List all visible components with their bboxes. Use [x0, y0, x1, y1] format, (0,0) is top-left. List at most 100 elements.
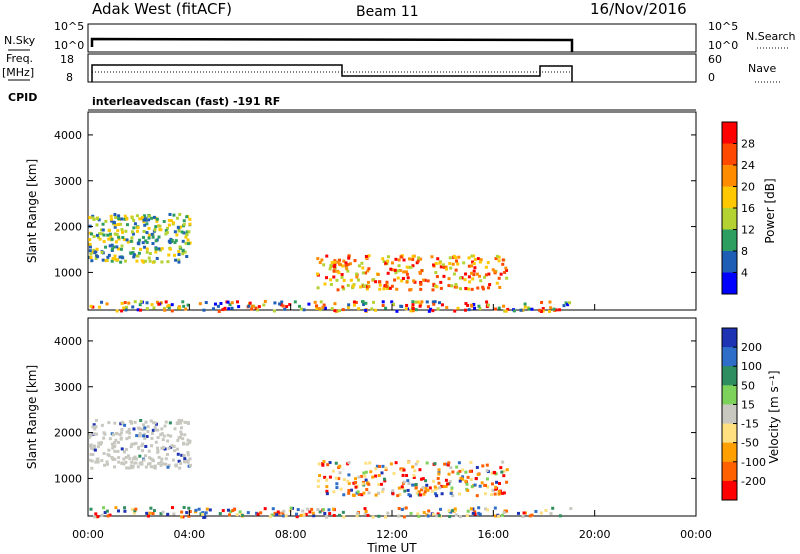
range-gate-cell: [478, 260, 482, 264]
range-gate-cell: [304, 512, 308, 516]
range-gate-cell: [530, 307, 534, 311]
range-gate-cell: [179, 225, 183, 229]
range-gate-cell: [188, 241, 192, 245]
range-gate-cell: [165, 453, 169, 457]
range-gate-cell: [177, 249, 181, 253]
range-gate-cell: [466, 488, 470, 492]
range-gate-cell: [500, 513, 504, 517]
range-gate-cell: [437, 513, 441, 517]
range-gate-cell: [377, 491, 381, 495]
range-gate-cell: [495, 480, 499, 484]
range-gate-cell: [425, 300, 429, 304]
range-gate-cell: [179, 426, 183, 430]
range-gate-cell: [136, 241, 140, 245]
range-gate-cell: [455, 465, 459, 469]
range-gate-cell: [374, 493, 378, 497]
range-gate-cell: [153, 425, 157, 429]
range-gate-cell: [101, 258, 105, 262]
range-gate-cell: [522, 511, 526, 515]
range-gate-cell: [397, 258, 401, 262]
range-gate-cell: [184, 307, 188, 311]
range-gate-cell: [431, 512, 435, 516]
range-gate-cell: [422, 511, 426, 515]
velocity-colorbar: 200 100 50 15 -15 -50 -100 -200: [721, 327, 766, 501]
range-gate-cell: [538, 308, 542, 312]
y-tick-label: 4000: [54, 129, 82, 142]
range-gate-cell: [138, 217, 142, 221]
range-gate-cell: [355, 514, 359, 518]
range-gate-cell: [368, 461, 372, 465]
range-gate-cell: [500, 491, 504, 495]
range-gate-cell: [181, 248, 185, 252]
range-gate-cell: [176, 225, 180, 229]
range-gate-cell: [130, 442, 134, 446]
range-gate-cell: [372, 300, 376, 304]
range-gate-cell: [344, 261, 348, 265]
range-gate-cell: [437, 481, 441, 485]
range-gate-cell: [186, 459, 190, 463]
range-gate-cell: [403, 506, 407, 510]
range-gate-cell: [167, 239, 171, 243]
range-gate-cell: [500, 470, 504, 474]
range-gate-cell: [256, 512, 260, 516]
range-gate-cell: [129, 464, 133, 468]
range-gate-cell: [88, 444, 92, 448]
range-gate-cell: [502, 469, 506, 473]
range-gate-cell: [94, 256, 98, 260]
range-gate-cell: [409, 265, 413, 269]
range-gate-cell: [497, 490, 501, 494]
range-gate-cell: [139, 247, 143, 251]
range-gate-cell: [397, 507, 401, 511]
range-gate-cell: [448, 515, 452, 519]
range-gate-cell: [405, 303, 409, 307]
range-gate-cell: [126, 240, 130, 244]
range-gate-cell: [384, 306, 388, 310]
range-gate-cell: [180, 419, 184, 423]
range-gate-cell: [494, 257, 498, 261]
range-gate-cell: [159, 228, 163, 232]
range-gate-cell: [416, 460, 420, 464]
range-gate-cell: [558, 514, 562, 518]
range-gate-cell: [471, 277, 475, 281]
range-gate-cell: [552, 307, 556, 311]
range-gate-cell: [151, 235, 155, 239]
range-gate-cell: [120, 420, 124, 424]
range-gate-cell: [472, 302, 476, 306]
range-gate-cell: [238, 510, 242, 514]
range-gate-cell: [400, 485, 404, 489]
range-gate-cell: [549, 512, 553, 516]
range-gate-cell: [113, 421, 117, 425]
range-gate-cell: [160, 427, 164, 431]
range-gate-cell: [166, 439, 170, 443]
range-gate-cell: [367, 254, 371, 258]
range-gate-cell: [241, 513, 245, 517]
range-gate-cell: [450, 284, 454, 288]
range-gate-cell: [108, 437, 112, 441]
x-tick-label: 20:00: [579, 528, 611, 541]
range-gate-cell: [475, 272, 479, 276]
range-gate-cell: [181, 437, 185, 441]
range-gate-cell: [323, 282, 327, 286]
range-gate-cell: [148, 456, 152, 460]
range-gate-cell: [329, 282, 333, 286]
range-gate-cell: [414, 483, 418, 487]
range-gate-cell: [349, 488, 353, 492]
range-gate-cell: [228, 303, 232, 307]
range-gate-cell: [185, 255, 189, 259]
range-gate-cell: [102, 233, 106, 237]
range-gate-cell: [491, 268, 495, 272]
x-tick-label: 00:00: [72, 528, 104, 541]
range-gate-cell: [164, 420, 168, 424]
range-gate-cell: [185, 215, 189, 219]
range-gate-cell: [263, 507, 267, 511]
range-gate-cell: [221, 509, 225, 513]
range-gate-cell: [145, 301, 149, 305]
range-gate-cell: [88, 249, 92, 253]
range-gate-cell: [96, 255, 100, 259]
range-gate-cell: [325, 478, 329, 482]
range-gate-cell: [179, 461, 183, 465]
range-gate-cell: [366, 280, 370, 284]
range-gate-cell: [232, 508, 236, 512]
range-gate-cell: [365, 287, 369, 291]
range-gate-cell: [337, 309, 341, 313]
